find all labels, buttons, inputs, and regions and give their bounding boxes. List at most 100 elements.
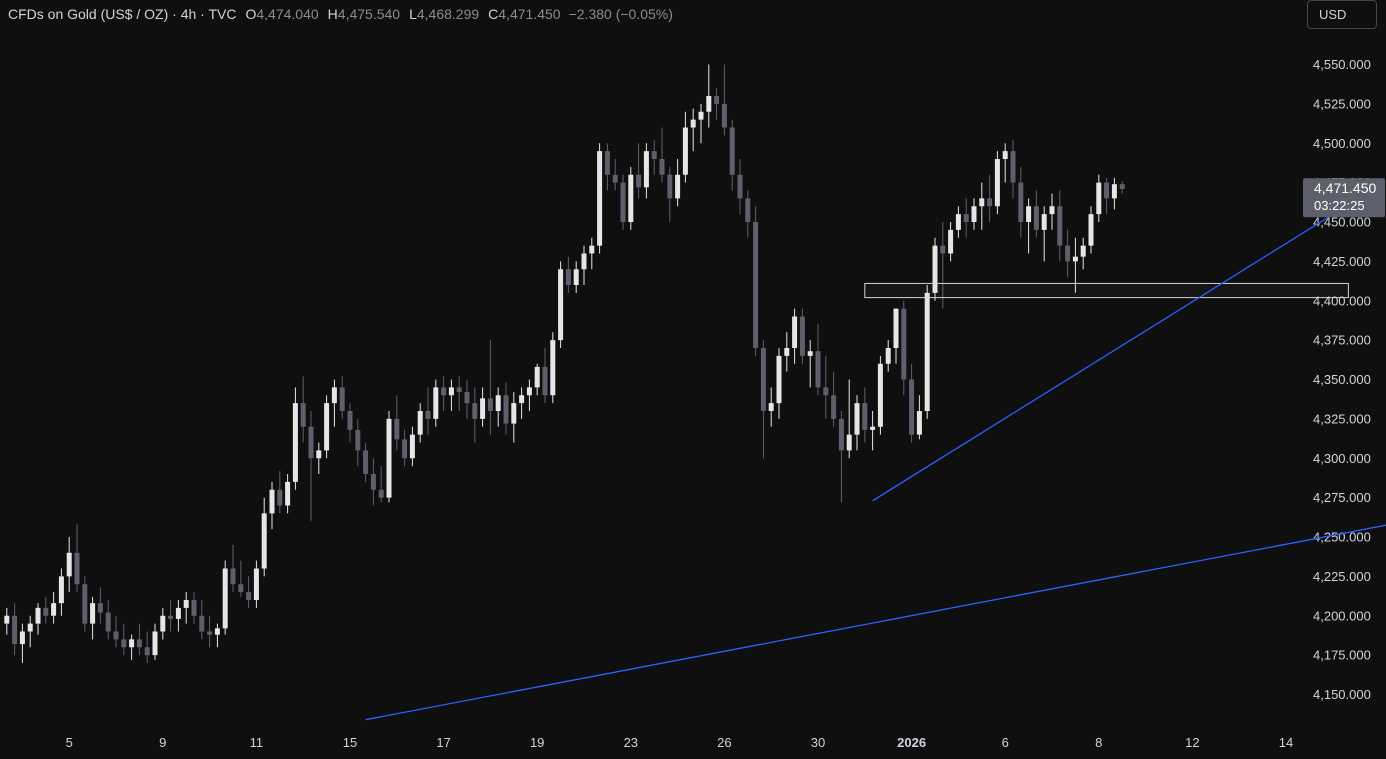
trendline [365,524,1386,721]
candle-body [199,615,205,632]
candle-body [1026,206,1032,222]
candle-body [511,403,517,424]
candle [885,340,891,372]
time-tick-label: 8 [1095,735,1102,750]
countdown-label: 03:22:25 [1314,198,1365,213]
candle [35,603,41,635]
time-tick-label: 5 [66,735,73,750]
candle [745,190,751,238]
price-tick-label: 4,250.000 [1313,530,1371,545]
candle [1018,166,1024,238]
candle-body [940,245,946,254]
candle [565,256,571,293]
candle [768,387,774,427]
candle [932,237,938,301]
candle [550,332,556,404]
candle-body [82,584,88,624]
candle [82,576,88,632]
support-zone [864,282,1349,299]
currency-button[interactable]: USD [1307,0,1377,29]
time-tick-label: 15 [343,735,357,750]
candle-body [503,395,509,424]
candle-body [456,387,462,393]
candle-body [597,151,603,246]
candle [963,198,969,238]
candle-body [1080,245,1086,257]
candle-body [784,348,790,356]
candle [168,600,174,632]
candle-body [885,348,891,364]
candle [955,206,961,238]
candle-body [526,387,532,396]
candle-body [495,395,501,411]
candle-body [292,403,298,482]
candle [776,348,782,419]
candle-body [799,316,805,356]
candle-body [831,395,837,419]
candle [253,560,259,608]
price-tick-label: 4,225.000 [1313,569,1371,584]
candle [807,340,813,388]
candle [386,411,392,503]
candle [378,466,384,503]
time-axis[interactable]: 5 9 11 15 17 19 23 26 30 2026 6 8 12 14 [66,735,1294,750]
candle-body [339,387,345,411]
candle [175,600,181,632]
candle [994,151,1000,215]
candle [370,458,376,506]
candle-body [269,489,275,514]
candle-body [448,387,454,396]
price-tick-label: 4,400.000 [1313,293,1371,308]
candle-body [643,151,649,188]
candle [979,182,985,230]
symbol-header: CFDs on Gold (US$ / OZ) · 4h · TVC O 4,47… [8,5,673,23]
candle [714,88,720,120]
candle-body [152,631,158,656]
current-price-tag: 4,471.450 03:22:25 [1303,178,1385,218]
candle-body [519,395,525,404]
candle-body [378,489,384,498]
candle-body [838,418,844,451]
candle-body [300,403,306,427]
candle-body [386,418,392,498]
price-tick-label: 4,500.000 [1313,136,1371,151]
candle-body [136,639,142,648]
candle-body [207,631,213,635]
candle-body [760,348,766,411]
price-axis[interactable]: 4,150.000 4,175.000 4,200.000 4,225.000 4,25… [1313,57,1371,702]
candle-body [363,450,369,474]
candle-body [74,552,80,585]
candle-body [636,174,642,188]
candle [113,615,119,648]
candle-body [979,198,985,207]
candle [230,544,236,593]
candle [19,623,25,663]
candle [893,308,899,364]
price-tick-label: 4,275.000 [1313,490,1371,505]
candle [464,379,470,419]
symbol-title[interactable]: CFDs on Gold (US$ / OZ) · 4h · TVC [8,6,237,22]
candle-body [285,481,291,506]
candle-body [480,398,486,419]
candle [441,376,447,411]
candle [4,607,10,635]
candle-body [792,316,798,348]
candle-body [214,628,220,635]
candle-body [347,411,353,430]
open-value: 4,474.040 [256,6,319,22]
candle-body [160,615,166,632]
candle [597,143,603,254]
candle [729,119,735,191]
candle [160,607,166,640]
candle-body [222,568,228,629]
candle [581,245,587,285]
price-tick-label: 4,550.000 [1313,57,1371,72]
candle-body [43,607,49,616]
candle-body [121,639,127,648]
candle [721,64,727,136]
candle [628,166,634,230]
candle [838,411,844,503]
candle-body [932,245,938,293]
candle [58,568,64,616]
